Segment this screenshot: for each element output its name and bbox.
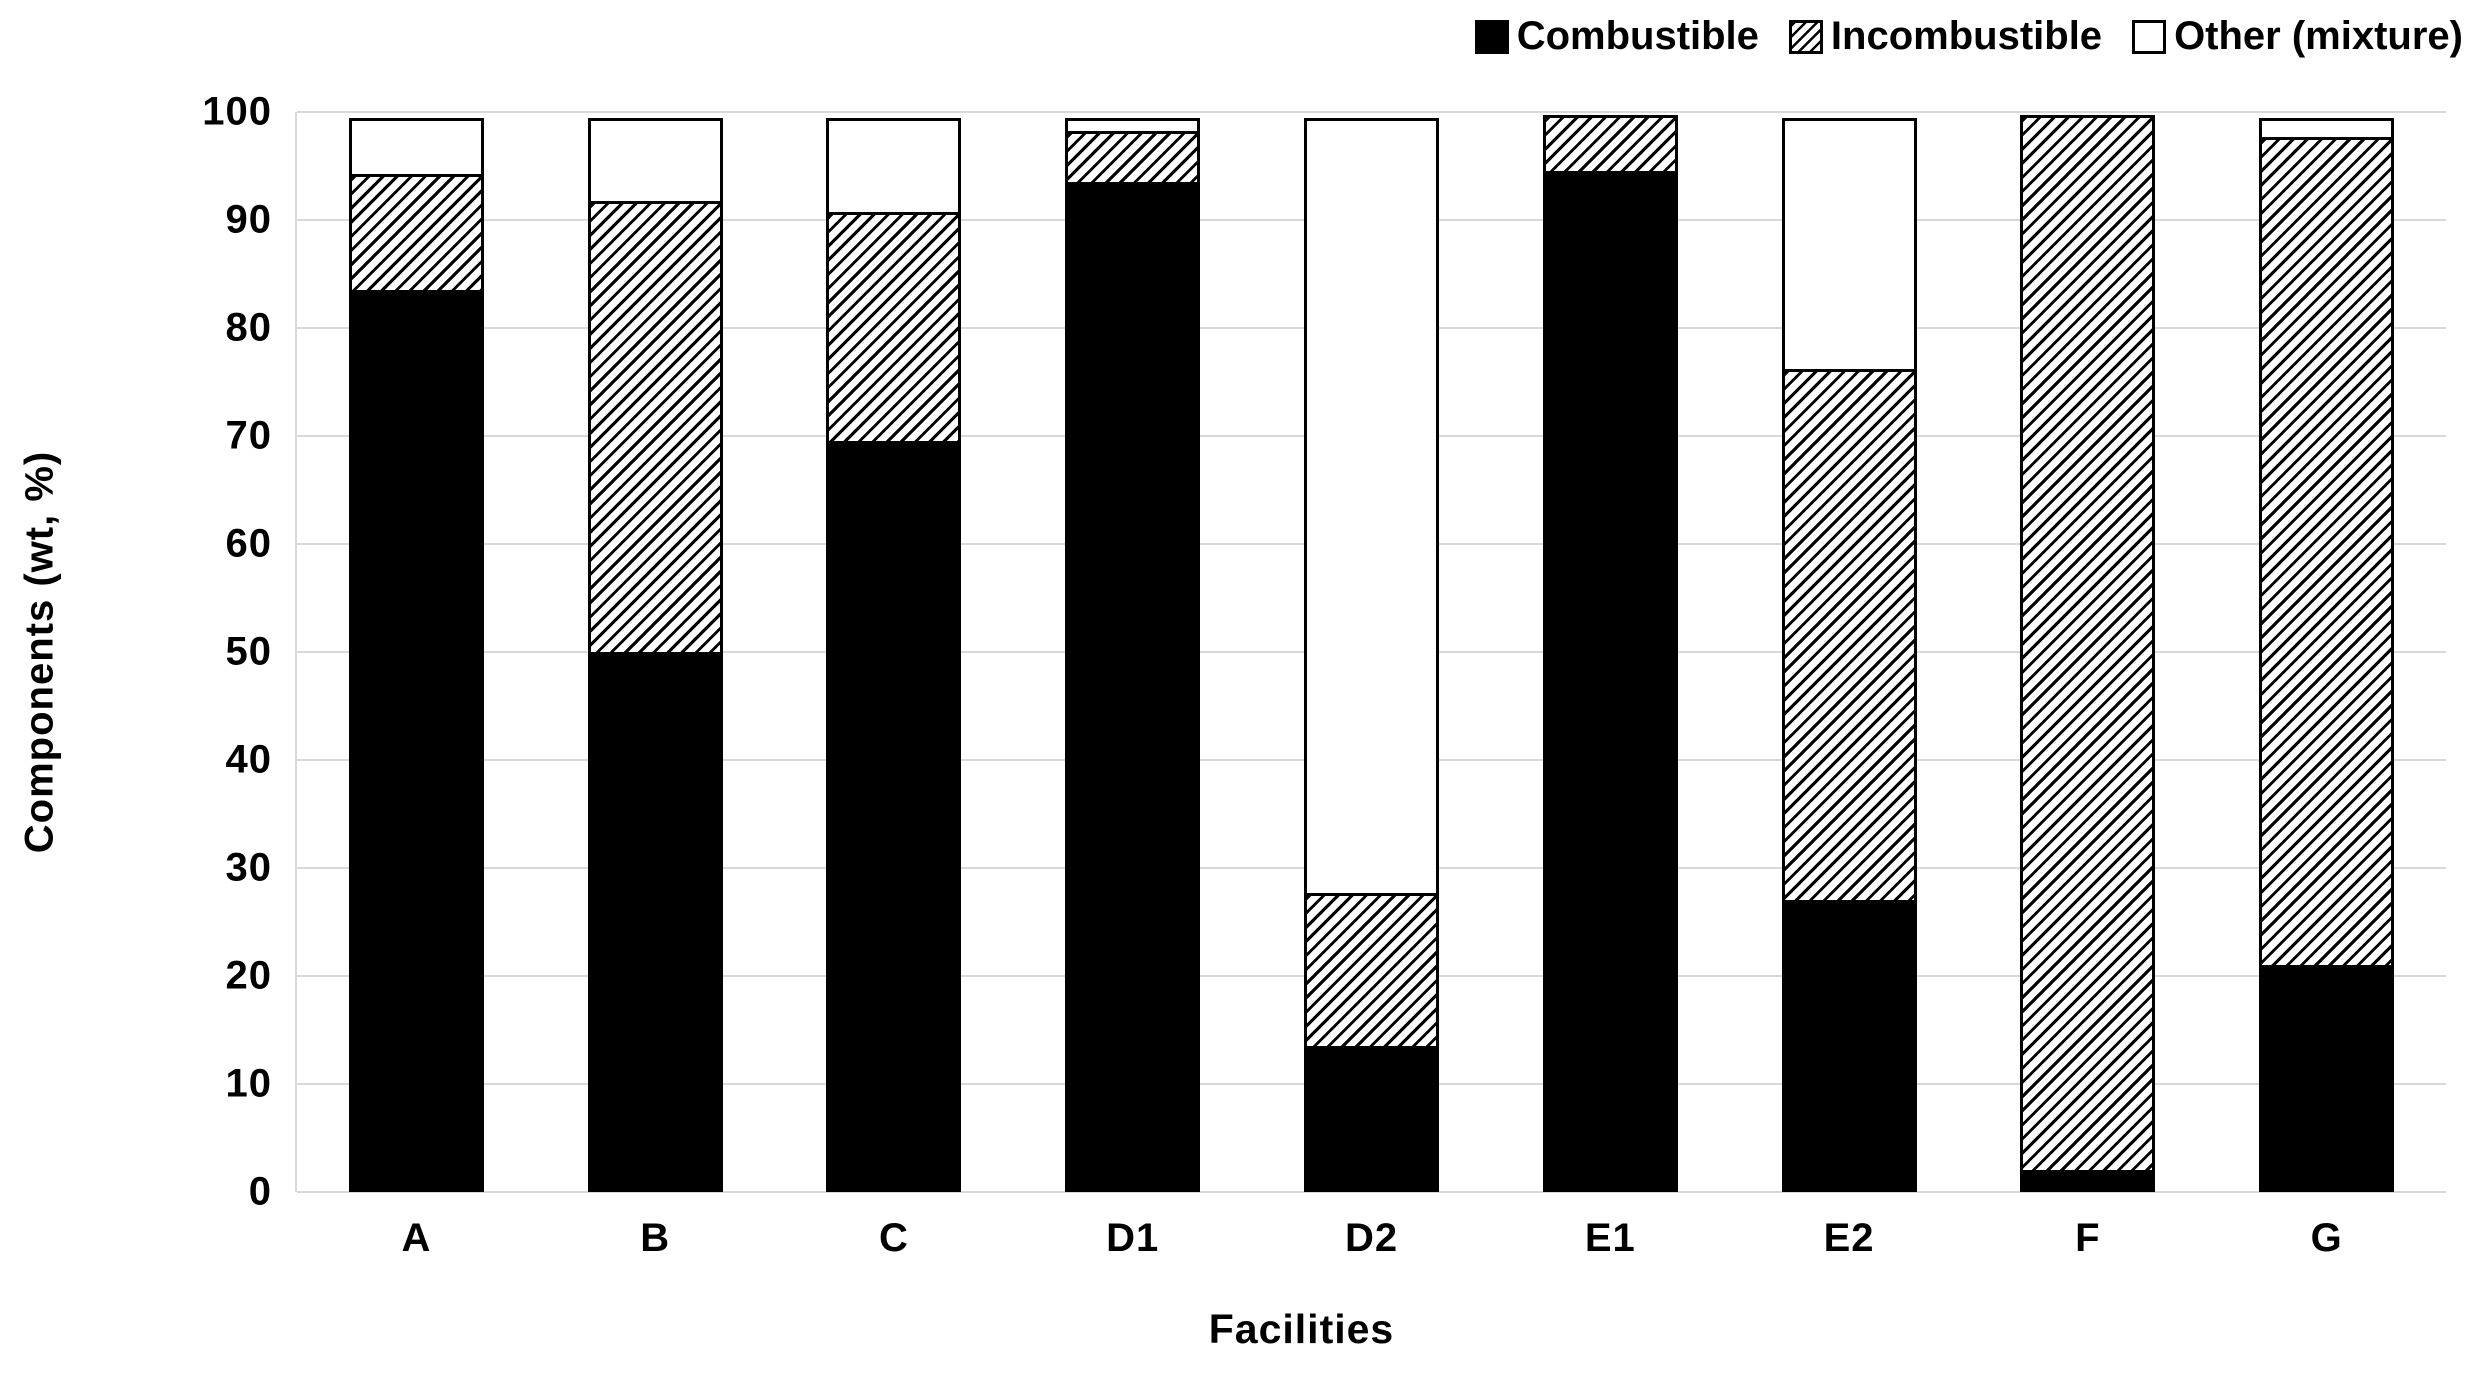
bar-segment-F-solid — [2020, 1170, 2156, 1192]
legend-label: Incombustible — [1830, 14, 2103, 58]
legend-swatch-solid — [1474, 19, 1509, 54]
bar-segment-A-white — [348, 118, 484, 178]
y-tick-label: 70 — [225, 413, 272, 458]
y-axis-line — [295, 112, 297, 1192]
y-tick-label: 40 — [225, 737, 272, 782]
x-category-label-A: A — [401, 1216, 432, 1260]
legend-item: Combustible — [1474, 14, 1759, 59]
bar-segment-D1-solid — [1065, 182, 1201, 1192]
bar-F — [1968, 112, 2207, 1192]
x-axis-category-labels: A B C D1 D2 E1 E2 F G — [297, 1216, 2446, 1261]
y-tick-label: 50 — [225, 629, 272, 674]
bar-segment-B-solid — [587, 652, 723, 1192]
legend-item: Other (mixture) — [2132, 14, 2463, 59]
bar-segment-D2-hatch — [1304, 892, 1440, 1050]
bar-segment-D1-hatch — [1065, 131, 1201, 186]
bar-E2 — [1730, 112, 1969, 1192]
plot-area — [295, 111, 2446, 1193]
bar-segment-C-white — [826, 118, 962, 216]
bar-segment-E2-solid — [1781, 900, 1917, 1192]
legend-swatch-hatch — [1788, 19, 1823, 54]
legend-swatch-white — [2132, 19, 2167, 54]
bar-D2 — [1252, 112, 1491, 1192]
bar-segment-D2-solid — [1304, 1046, 1440, 1192]
legend-item: Incombustible — [1788, 14, 2103, 59]
legend-label: Combustible — [1516, 14, 1759, 58]
bar-segment-F-hatch — [2020, 115, 2156, 1174]
bar-B — [536, 112, 775, 1192]
bar-C — [775, 112, 1014, 1192]
bar-segment-C-solid — [826, 441, 962, 1192]
bar-E1 — [1491, 112, 1730, 1192]
legend-label: Other (mixture) — [2174, 14, 2463, 58]
bar-segment-E2-white — [1781, 118, 1917, 372]
bar-segment-D2-white — [1304, 118, 1440, 896]
x-category-label-D1: D1 — [1106, 1216, 1160, 1260]
bar-segment-E2-hatch — [1781, 368, 1917, 904]
bar-D1 — [1013, 112, 1252, 1192]
bar-segment-E1-solid — [1542, 171, 1678, 1192]
x-axis-title: Facilities — [1208, 1306, 1395, 1352]
bar-G — [2207, 112, 2446, 1192]
gridline — [297, 111, 2446, 113]
bar-segment-G-solid — [2259, 965, 2395, 1192]
x-category-label-F: F — [2075, 1216, 2101, 1260]
y-tick-label: 100 — [202, 89, 272, 134]
bar-segment-B-hatch — [587, 201, 723, 655]
chart-legend: Combustible Incombustible Other (mixture) — [1474, 14, 2463, 59]
y-tick-label: 20 — [225, 953, 272, 998]
bar-segment-A-hatch — [348, 174, 484, 294]
bar-segment-G-hatch — [2259, 136, 2395, 969]
gridline — [297, 1191, 2446, 1193]
bars — [297, 112, 2446, 1192]
y-axis-tick-labels: 0 10 20 30 40 50 60 70 80 90 100 — [0, 90, 272, 1214]
x-category-label-D2: D2 — [1344, 1216, 1399, 1260]
bar-segment-C-hatch — [826, 212, 962, 445]
x-category-label-G: G — [2310, 1216, 2343, 1260]
y-tick-label: 90 — [225, 197, 272, 242]
bar-segment-A-solid — [348, 290, 484, 1192]
bar-segment-B-white — [587, 118, 723, 205]
x-category-label-E2: E2 — [1823, 1216, 1875, 1260]
bar-A — [297, 112, 536, 1192]
x-category-label-E1: E1 — [1584, 1216, 1636, 1260]
x-category-label-C: C — [879, 1216, 909, 1260]
x-category-label-B: B — [640, 1216, 671, 1260]
y-tick-label: 10 — [225, 1061, 272, 1106]
y-tick-label: 80 — [225, 305, 272, 350]
y-tick-label: 0 — [248, 1169, 272, 1214]
y-tick-label: 30 — [225, 845, 272, 890]
bar-segment-E1-hatch — [1542, 115, 1678, 175]
y-tick-label: 60 — [225, 521, 272, 566]
